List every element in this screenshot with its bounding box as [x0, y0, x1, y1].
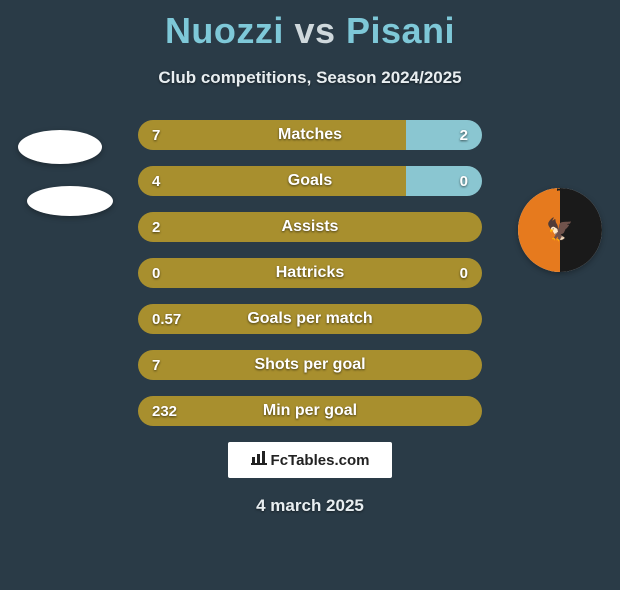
stat-bar-label: Hattricks [138, 258, 482, 288]
stat-bar-label: Shots per goal [138, 350, 482, 380]
stat-bar-left-value: 232 [152, 396, 177, 426]
stat-bar-left-value: 0 [152, 258, 160, 288]
stat-bar-matches: Matches72 [138, 120, 482, 150]
stat-bar-left-fill [138, 120, 406, 150]
crown-icon: ♛ [554, 188, 567, 195]
comparison-title: Nuozzi vs Pisani [0, 10, 620, 52]
stat-bar-left-value: 7 [152, 120, 160, 150]
stat-bar-left-value: 4 [152, 166, 160, 196]
stat-bar-assists: Assists2 [138, 212, 482, 242]
stat-bar-left-value: 7 [152, 350, 160, 380]
club-logo-left-1 [18, 130, 102, 164]
stat-bar-mpg: Min per goal232 [138, 396, 482, 426]
stat-bar-label: Min per goal [138, 396, 482, 426]
eagle-icon: 🦅 [540, 210, 580, 250]
stat-bar-right-value: 0 [460, 258, 468, 288]
stat-bars-container: Matches72Goals40Assists2Hattricks00Goals… [138, 120, 482, 426]
stat-bar-right-value: 0 [460, 166, 468, 196]
stat-bar-left-fill [138, 166, 406, 196]
watermark-text: FcTables.com [271, 452, 370, 469]
stat-bar-right-value: 2 [460, 120, 468, 150]
watermark: FcTables.com [228, 442, 392, 478]
date: 4 march 2025 [0, 496, 620, 516]
stat-bar-hattricks: Hattricks0 0 [138, 258, 482, 288]
stat-bar-right-fill [406, 166, 482, 196]
vs-text: vs [294, 10, 335, 51]
club-logo-left-2 [27, 186, 113, 216]
club-logo-right: ♛ 🦅 [518, 188, 602, 272]
stat-bar-left-value: 0.57 [152, 304, 181, 334]
stat-bar-label: Goals per match [138, 304, 482, 334]
stat-bar-right-fill [406, 120, 482, 150]
stat-bar-gpm: Goals per match0.57 [138, 304, 482, 334]
subtitle: Club competitions, Season 2024/2025 [0, 68, 620, 88]
stat-bar-label: Assists [138, 212, 482, 242]
chart-icon [251, 451, 267, 469]
stat-bar-left-value: 2 [152, 212, 160, 242]
stat-bar-goals: Goals40 [138, 166, 482, 196]
player2-name: Pisani [346, 10, 455, 51]
stat-bar-spg: Shots per goal7 [138, 350, 482, 380]
player1-name: Nuozzi [165, 10, 284, 51]
